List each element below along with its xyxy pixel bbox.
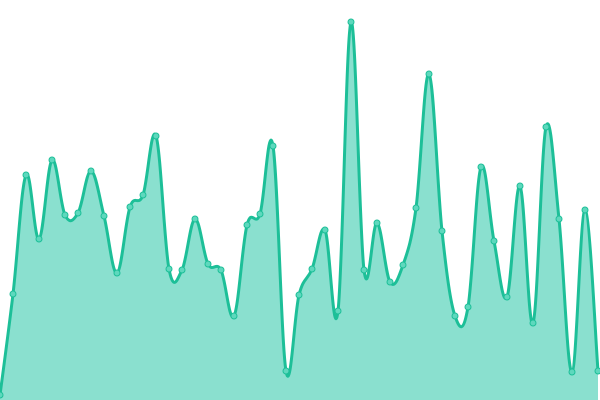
data-point	[529, 319, 537, 327]
series-line	[0, 20, 600, 396]
data-point	[581, 206, 589, 214]
data-point	[568, 368, 576, 376]
data-point	[22, 171, 30, 179]
data-point	[399, 261, 407, 269]
data-point	[555, 215, 563, 223]
data-point	[542, 123, 550, 131]
data-point	[282, 367, 290, 375]
data-point	[347, 18, 355, 26]
data-point	[230, 312, 238, 320]
data-point	[165, 265, 173, 273]
markers	[0, 18, 600, 399]
data-point	[269, 142, 277, 150]
data-point	[204, 260, 212, 268]
data-point	[477, 163, 485, 171]
data-point	[503, 293, 511, 301]
data-point	[61, 211, 69, 219]
data-point	[334, 307, 342, 315]
data-point	[178, 266, 186, 274]
data-point	[516, 182, 524, 190]
data-point	[438, 227, 446, 235]
data-point	[152, 132, 160, 140]
data-point	[217, 266, 225, 274]
data-point	[243, 221, 251, 229]
data-point	[386, 278, 394, 286]
area-fill	[0, 21, 598, 400]
data-point	[321, 226, 329, 234]
data-point	[9, 290, 17, 298]
data-point	[295, 291, 303, 299]
data-point	[35, 235, 43, 243]
data-point	[87, 167, 95, 175]
data-point	[373, 219, 381, 227]
data-point	[126, 203, 134, 211]
data-point	[191, 215, 199, 223]
data-point	[412, 204, 420, 212]
data-point	[360, 266, 368, 274]
data-point	[113, 269, 121, 277]
data-point	[308, 265, 316, 273]
data-point	[594, 367, 600, 375]
data-point	[74, 209, 82, 217]
data-point	[490, 237, 498, 245]
data-point	[425, 70, 433, 78]
data-point	[256, 210, 264, 218]
data-point	[0, 391, 4, 399]
data-point	[100, 212, 108, 220]
data-point	[48, 156, 56, 164]
data-point	[464, 303, 472, 311]
data-point	[139, 191, 147, 199]
data-point	[451, 312, 459, 320]
